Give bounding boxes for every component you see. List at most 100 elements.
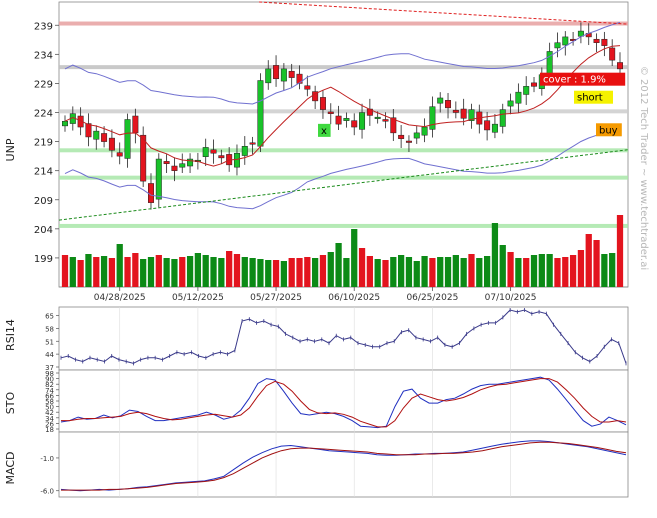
candle (148, 183, 154, 203)
volume-bar (179, 257, 186, 287)
volume-bar (405, 257, 413, 287)
sto-panel-title: STO (4, 391, 17, 414)
lower-band (64, 126, 621, 210)
trend-line-resistance (258, 1, 629, 25)
candle (499, 109, 506, 127)
candle (374, 116, 381, 119)
candle (257, 80, 264, 147)
volume-bar (272, 260, 280, 287)
volume-bar (233, 254, 241, 287)
volume-bar (327, 252, 334, 287)
volume-bar (577, 250, 585, 287)
volume-bar (85, 254, 92, 287)
candle (101, 133, 108, 142)
candle (523, 86, 530, 95)
candle (601, 38, 608, 46)
volume-bar (116, 244, 123, 287)
candle (562, 36, 569, 46)
y-tick-label: 199 (34, 254, 53, 265)
volume-bar (366, 256, 373, 287)
volume-bar (140, 259, 147, 287)
volume-bar (186, 256, 194, 287)
candle (327, 111, 334, 114)
candle (132, 115, 139, 134)
y-tick-label: 74 (45, 387, 54, 395)
candle (273, 65, 280, 80)
signal-box (540, 72, 626, 86)
price-level-band (59, 175, 628, 180)
volume-bar (69, 257, 76, 287)
y-tick-label: 90 (45, 376, 54, 384)
watermark: © 2012 Tech Trader ~ www.techtrader.ai (638, 66, 649, 270)
signal-marker: short (574, 90, 613, 104)
trend-line-support (58, 149, 629, 221)
candle (460, 108, 467, 119)
volume-bar (93, 257, 100, 287)
price-level-band (59, 148, 628, 153)
price-panel: 199 204 209 214 219 224 229 234 239 cover : 1.9% s… (34, 1, 629, 287)
price-level-band (59, 65, 628, 70)
candle (93, 130, 100, 140)
candle (382, 119, 389, 122)
candle (218, 155, 225, 159)
volume-bar (507, 252, 514, 287)
candle (617, 62, 623, 70)
signal-label: cover : 1.9% (543, 75, 606, 86)
y-tick-label: 50 (45, 404, 54, 412)
price-level-band (59, 109, 628, 114)
volume-bar (288, 258, 295, 287)
candle (304, 85, 311, 90)
candle (85, 123, 92, 138)
volume-bar (358, 248, 366, 287)
candle (319, 97, 326, 110)
indicator-series-line (60, 376, 627, 429)
candle (390, 117, 397, 134)
candle (249, 142, 256, 145)
y-tick-label: 204 (34, 225, 53, 236)
y-tick-label: 229 (34, 79, 53, 90)
y-tick-label: -1.0 (40, 455, 54, 463)
volume-bar (249, 258, 256, 287)
volume-bar (562, 257, 569, 287)
signal-label: x (321, 126, 327, 137)
candle (202, 147, 209, 157)
candle (108, 137, 115, 151)
volume-bar (351, 229, 358, 287)
x-tick-label: 05/27/2025 (250, 293, 302, 303)
volume-bar (460, 258, 467, 287)
upper-band (64, 21, 621, 105)
candle (210, 149, 217, 154)
candle (163, 161, 170, 164)
y-tick-label: 42 (45, 409, 54, 417)
moving-average (64, 45, 621, 167)
volume-bar (538, 254, 545, 287)
volume-bar (444, 257, 452, 287)
rsi-panel-title: RSI14 (4, 319, 17, 351)
candle (116, 152, 123, 157)
candle (241, 145, 248, 156)
candle (265, 68, 272, 84)
candle (405, 140, 412, 143)
y-tick-label: 26 (45, 420, 54, 428)
x-tick-label: 07/10/2025 (485, 293, 537, 303)
candle (445, 100, 452, 109)
volume-bar (312, 258, 319, 287)
x-tick-label: 05/12/2025 (172, 293, 224, 303)
volume-bar (304, 257, 311, 287)
signal-box (318, 123, 331, 137)
volume-bar (491, 223, 499, 287)
volume-bar (476, 258, 483, 287)
candle (179, 163, 186, 168)
volume-bar (530, 255, 538, 287)
candle (484, 120, 491, 131)
x-tick-label: 06/25/2025 (406, 293, 458, 303)
price-level-band (59, 21, 628, 26)
signal-label: buy (599, 125, 618, 136)
candle (437, 97, 444, 104)
rsi-panel: 37 44 51 58 65 (45, 308, 627, 372)
volume-bar (335, 243, 342, 287)
volume-bar (155, 255, 162, 287)
candle (62, 120, 68, 127)
